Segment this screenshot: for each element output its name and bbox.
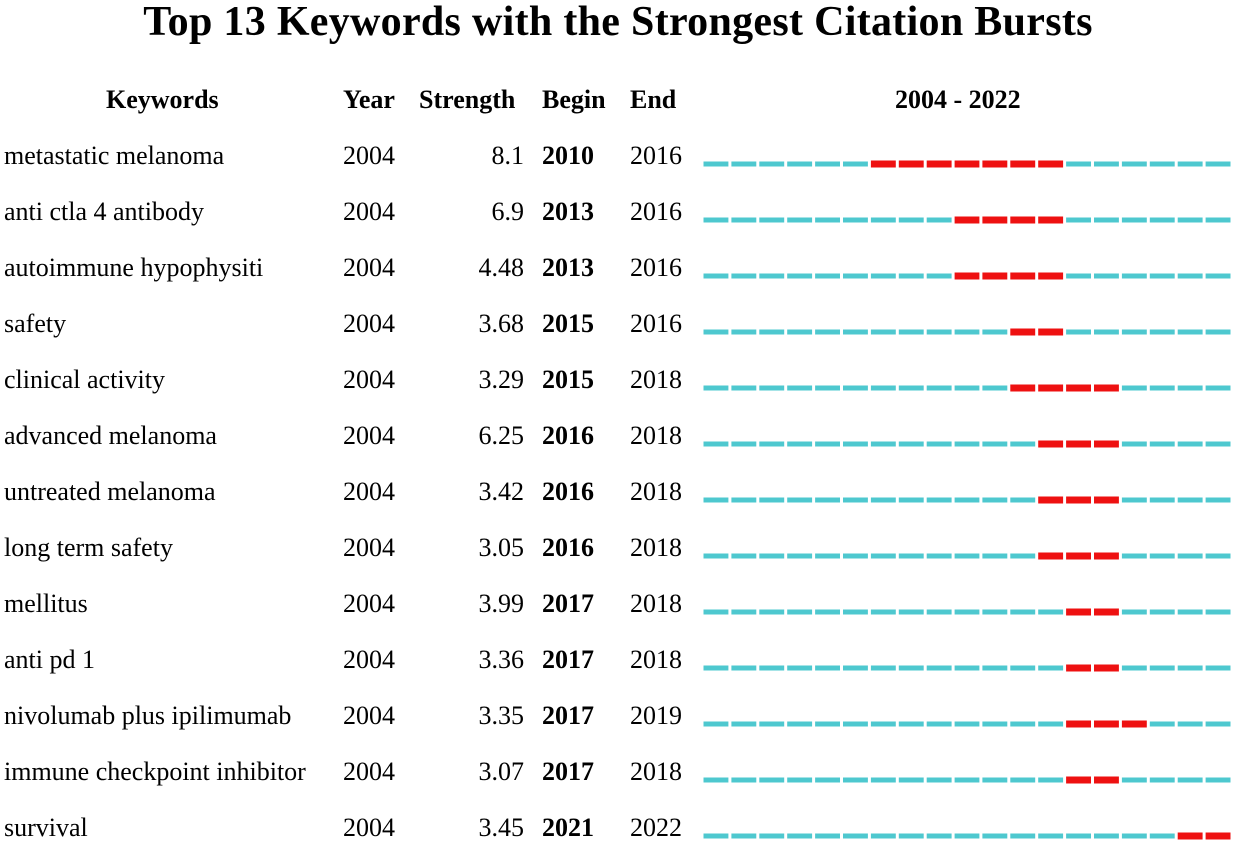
end-cell: 2018: [630, 757, 682, 786]
year-cell: 2004: [343, 309, 395, 338]
begin-cell: 2015: [542, 365, 594, 394]
strength-cell: 6.25: [478, 421, 525, 450]
end-cell: 2018: [630, 589, 682, 618]
keyword-cell: mellitus: [4, 589, 88, 618]
year-cell: 2004: [343, 421, 395, 450]
begin-cell: 2015: [542, 309, 594, 338]
strength-cell: 3.45: [478, 813, 525, 842]
year-cell: 2004: [343, 813, 395, 842]
strength-cell: 3.35: [478, 701, 525, 730]
header-range: 2004 - 2022: [895, 85, 1021, 114]
end-cell: 2016: [630, 309, 682, 338]
year-cell: 2004: [343, 757, 395, 786]
year-cell: 2004: [343, 645, 395, 674]
keyword-cell: safety: [4, 309, 67, 338]
end-cell: 2016: [630, 253, 682, 282]
year-cell: 2004: [343, 533, 395, 562]
begin-cell: 2017: [542, 645, 594, 674]
keyword-cell: nivolumab plus ipilimumab: [4, 701, 292, 730]
header-begin: Begin: [542, 85, 606, 114]
end-cell: 2018: [630, 645, 682, 674]
strength-cell: 3.05: [478, 533, 525, 562]
end-cell: 2018: [630, 477, 682, 506]
end-cell: 2018: [630, 533, 682, 562]
keyword-cell: untreated melanoma: [4, 477, 216, 506]
strength-cell: 6.9: [491, 197, 525, 226]
header-strength: Strength: [419, 85, 516, 114]
keyword-cell: survival: [4, 813, 88, 842]
begin-cell: 2021: [542, 813, 594, 842]
begin-cell: 2017: [542, 757, 594, 786]
keyword-cell: advanced melanoma: [4, 421, 217, 450]
begin-cell: 2013: [542, 197, 594, 226]
strength-cell: 3.99: [478, 589, 525, 618]
end-cell: 2018: [630, 421, 682, 450]
end-cell: 2016: [630, 197, 682, 226]
keyword-cell: anti pd 1: [4, 645, 95, 674]
keyword-cell: anti ctla 4 antibody: [4, 197, 205, 226]
year-cell: 2004: [343, 477, 395, 506]
begin-cell: 2016: [542, 477, 594, 506]
header-keywords: Keywords: [106, 85, 219, 114]
chart-title: Top 13 Keywords with the Strongest Citat…: [143, 0, 1093, 45]
keyword-cell: immune checkpoint inhibitor: [4, 757, 306, 786]
keyword-cell: clinical activity: [4, 365, 165, 394]
year-cell: 2004: [343, 197, 395, 226]
begin-cell: 2013: [542, 253, 594, 282]
end-cell: 2019: [630, 701, 682, 730]
keyword-cell: autoimmune hypophysiti: [4, 253, 264, 282]
year-cell: 2004: [343, 365, 395, 394]
strength-cell: 3.07: [478, 757, 525, 786]
year-cell: 2004: [343, 701, 395, 730]
end-cell: 2018: [630, 365, 682, 394]
end-cell: 2022: [630, 813, 682, 842]
strength-cell: 3.42: [478, 477, 525, 506]
strength-cell: 4.48: [478, 253, 525, 282]
year-cell: 2004: [343, 253, 395, 282]
begin-cell: 2017: [542, 701, 594, 730]
strength-cell: 3.68: [478, 309, 525, 338]
strength-cell: 3.29: [478, 365, 525, 394]
year-cell: 2004: [343, 589, 395, 618]
header-end: End: [630, 85, 677, 114]
strength-cell: 3.36: [478, 645, 525, 674]
year-cell: 2004: [343, 141, 395, 170]
begin-cell: 2016: [542, 421, 594, 450]
header-year: Year: [343, 85, 395, 114]
end-cell: 2016: [630, 141, 682, 170]
strength-cell: 8.1: [491, 141, 525, 170]
keyword-cell: metastatic melanoma: [4, 141, 225, 170]
begin-cell: 2016: [542, 533, 594, 562]
begin-cell: 2017: [542, 589, 594, 618]
keyword-cell: long term safety: [4, 533, 173, 562]
begin-cell: 2010: [542, 141, 594, 170]
